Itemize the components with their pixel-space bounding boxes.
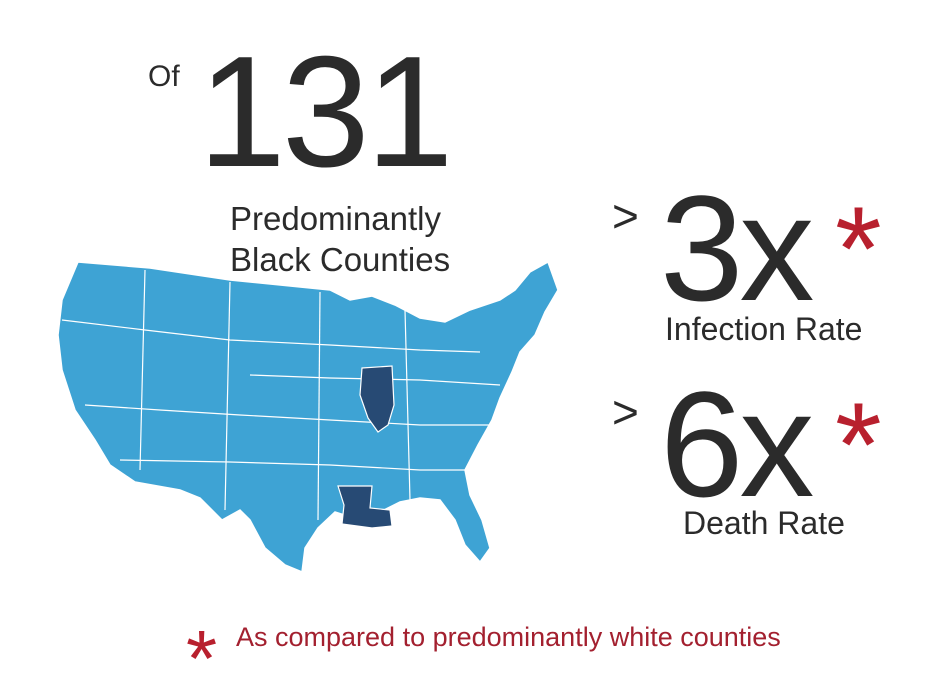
stat-label: Infection Rate xyxy=(665,311,862,347)
us-outline xyxy=(57,260,559,574)
stat-prefix: > xyxy=(612,386,639,438)
footnote-text: As compared to predominantly white count… xyxy=(236,622,781,652)
state-lines xyxy=(61,269,501,521)
stat-marker: * xyxy=(835,182,882,316)
stat-value: 6x xyxy=(660,360,813,528)
stat-prefix: > xyxy=(612,190,639,242)
footnote-marker: * xyxy=(186,614,217,686)
stat-label: Death Rate xyxy=(683,505,845,541)
headline-prefix: Of xyxy=(148,60,180,93)
headline-caption: Black Counties xyxy=(230,241,450,278)
stat-marker: * xyxy=(835,378,882,512)
stat-value: 3x xyxy=(660,164,813,332)
louisiana xyxy=(337,485,393,529)
headline-number: 131 xyxy=(198,24,450,200)
headline-caption: Predominantly xyxy=(230,200,441,237)
us-map xyxy=(57,260,559,574)
illinois xyxy=(359,365,395,433)
